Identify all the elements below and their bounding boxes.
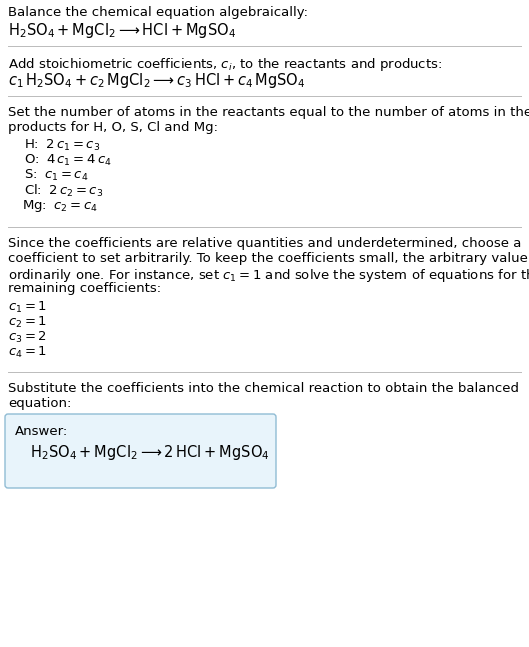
Text: Set the number of atoms in the reactants equal to the number of atoms in the: Set the number of atoms in the reactants… [8,106,529,119]
Text: H:$\;\;2\,c_1 = c_3$: H:$\;\;2\,c_1 = c_3$ [24,138,101,153]
Text: $\mathrm{H_2SO_4 + MgCl_2 \longrightarrow HCl + MgSO_4}$: $\mathrm{H_2SO_4 + MgCl_2 \longrightarro… [8,21,236,40]
Text: Substitute the coefficients into the chemical reaction to obtain the balanced: Substitute the coefficients into the che… [8,382,519,395]
Text: $c_3 = 2$: $c_3 = 2$ [8,330,47,345]
Text: Cl:$\;\;2\,c_2 = c_3$: Cl:$\;\;2\,c_2 = c_3$ [24,183,103,199]
Text: equation:: equation: [8,397,71,410]
Text: $c_2 = 1$: $c_2 = 1$ [8,315,47,330]
Text: Add stoichiometric coefficients, $c_i$, to the reactants and products:: Add stoichiometric coefficients, $c_i$, … [8,56,442,73]
Text: $c_4 = 1$: $c_4 = 1$ [8,345,47,360]
Text: Balance the chemical equation algebraically:: Balance the chemical equation algebraica… [8,6,308,19]
Text: $c_1 = 1$: $c_1 = 1$ [8,300,47,315]
Text: $\mathrm{H_2SO_4 + MgCl_2 \longrightarrow 2\,HCl + MgSO_4}$: $\mathrm{H_2SO_4 + MgCl_2 \longrightarro… [30,443,270,462]
Text: Since the coefficients are relative quantities and underdetermined, choose a: Since the coefficients are relative quan… [8,237,522,250]
Text: Answer:: Answer: [15,425,68,438]
Text: Mg:$\;\;c_2 = c_4$: Mg:$\;\;c_2 = c_4$ [22,198,98,214]
Text: coefficient to set arbitrarily. To keep the coefficients small, the arbitrary va: coefficient to set arbitrarily. To keep … [8,252,529,265]
FancyBboxPatch shape [5,414,276,488]
Text: $c_1\,\mathrm{H_2SO_4} + c_2\,\mathrm{MgCl_2} \longrightarrow c_3\,\mathrm{HCl} : $c_1\,\mathrm{H_2SO_4} + c_2\,\mathrm{Mg… [8,71,305,90]
Text: remaining coefficients:: remaining coefficients: [8,282,161,295]
Text: products for H, O, S, Cl and Mg:: products for H, O, S, Cl and Mg: [8,121,218,134]
Text: S:$\;\;c_1 = c_4$: S:$\;\;c_1 = c_4$ [24,168,88,183]
Text: O:$\;\;4\,c_1 = 4\,c_4$: O:$\;\;4\,c_1 = 4\,c_4$ [24,153,112,168]
Text: ordinarily one. For instance, set $c_1 = 1$ and solve the system of equations fo: ordinarily one. For instance, set $c_1 =… [8,267,529,284]
